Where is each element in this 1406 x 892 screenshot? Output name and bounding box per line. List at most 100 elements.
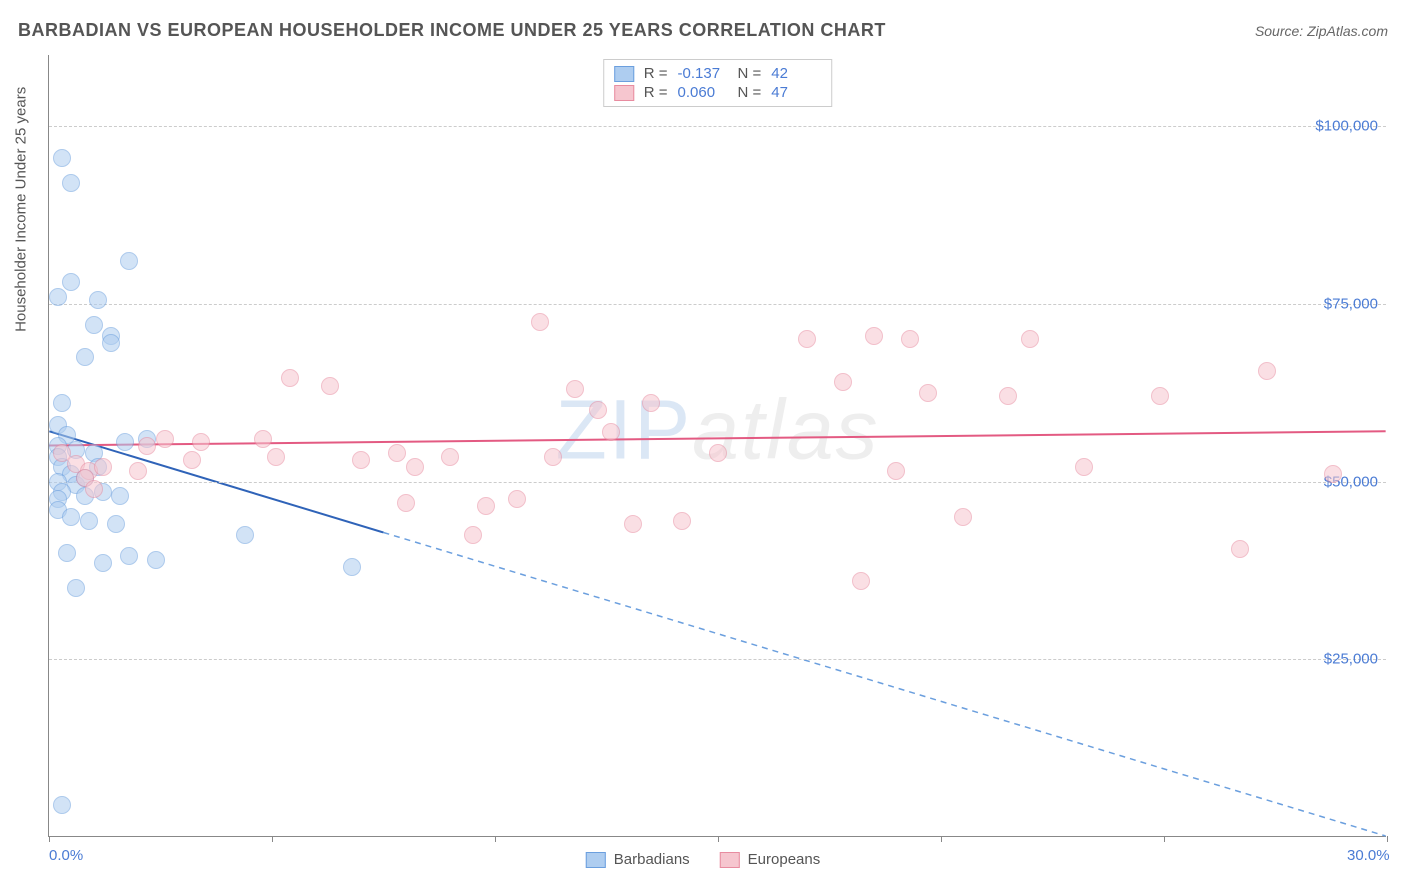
data-point xyxy=(901,330,919,348)
data-point xyxy=(954,508,972,526)
stat-r-label: R = xyxy=(644,65,668,82)
data-point xyxy=(192,433,210,451)
data-point xyxy=(321,377,339,395)
data-point xyxy=(53,796,71,814)
grid-line xyxy=(49,482,1386,483)
data-point xyxy=(406,458,424,476)
data-point xyxy=(464,526,482,544)
y-tick-label: $100,000 xyxy=(1315,118,1378,135)
stat-row: R = 0.060 N = 47 xyxy=(614,83,822,102)
data-point xyxy=(1258,362,1276,380)
data-point xyxy=(919,384,937,402)
legend-label: Europeans xyxy=(748,851,821,868)
legend-item: Barbadians xyxy=(586,851,690,868)
grid-line xyxy=(49,126,1386,127)
x-tick-label: 0.0% xyxy=(49,847,83,864)
header: BARBADIAN VS EUROPEAN HOUSEHOLDER INCOME… xyxy=(18,20,1388,41)
grid-line xyxy=(49,304,1386,305)
data-point xyxy=(62,508,80,526)
data-point xyxy=(477,497,495,515)
x-tick-label: 30.0% xyxy=(1347,847,1390,864)
x-tick xyxy=(1164,836,1165,842)
stat-r-value: -0.137 xyxy=(678,65,728,82)
chart-container: BARBADIAN VS EUROPEAN HOUSEHOLDER INCOME… xyxy=(0,0,1406,892)
data-point xyxy=(1075,458,1093,476)
data-point xyxy=(58,544,76,562)
data-point xyxy=(544,448,562,466)
data-point xyxy=(53,149,71,167)
legend-swatch xyxy=(614,66,634,82)
data-point xyxy=(709,444,727,462)
data-point xyxy=(236,526,254,544)
data-point xyxy=(120,252,138,270)
plot-area: Householder Income Under 25 years ZIPatl… xyxy=(48,55,1386,837)
x-tick xyxy=(718,836,719,842)
data-point xyxy=(397,494,415,512)
data-point xyxy=(85,316,103,334)
stat-legend: R = -0.137 N = 42 R = 0.060 N = 47 xyxy=(603,59,833,107)
legend-label: Barbadians xyxy=(614,851,690,868)
stat-r-value: 0.060 xyxy=(678,84,728,101)
y-axis-title: Householder Income Under 25 years xyxy=(13,86,30,331)
data-point xyxy=(85,480,103,498)
data-point xyxy=(798,330,816,348)
legend-swatch xyxy=(614,85,634,101)
data-point xyxy=(67,579,85,597)
data-point xyxy=(673,512,691,530)
data-point xyxy=(156,430,174,448)
stat-n-label: N = xyxy=(738,84,762,101)
y-tick-label: $25,000 xyxy=(1324,651,1378,668)
data-point xyxy=(281,369,299,387)
data-point xyxy=(183,451,201,469)
stat-row: R = -0.137 N = 42 xyxy=(614,64,822,83)
data-point xyxy=(102,334,120,352)
data-point xyxy=(642,394,660,412)
data-point xyxy=(566,380,584,398)
data-point xyxy=(254,430,272,448)
data-point xyxy=(343,558,361,576)
data-point xyxy=(388,444,406,462)
data-point xyxy=(53,394,71,412)
data-point xyxy=(1324,465,1342,483)
grid-line xyxy=(49,659,1386,660)
watermark-part2: atlas xyxy=(692,382,879,476)
data-point xyxy=(1151,387,1169,405)
x-tick xyxy=(272,836,273,842)
legend-swatch xyxy=(720,852,740,868)
data-point xyxy=(267,448,285,466)
data-point xyxy=(834,373,852,391)
data-point xyxy=(441,448,459,466)
data-point xyxy=(852,572,870,590)
legend-item: Europeans xyxy=(720,851,821,868)
data-point xyxy=(107,515,125,533)
data-point xyxy=(1231,540,1249,558)
chart-title: BARBADIAN VS EUROPEAN HOUSEHOLDER INCOME… xyxy=(18,20,886,41)
stat-n-value: 42 xyxy=(771,65,821,82)
data-point xyxy=(62,273,80,291)
x-tick xyxy=(941,836,942,842)
data-point xyxy=(508,490,526,508)
data-point xyxy=(76,348,94,366)
data-point xyxy=(352,451,370,469)
stat-r-label: R = xyxy=(644,84,668,101)
source-label: Source: ZipAtlas.com xyxy=(1255,23,1388,39)
data-point xyxy=(531,313,549,331)
data-point xyxy=(120,547,138,565)
data-point xyxy=(89,291,107,309)
data-point xyxy=(116,433,134,451)
data-point xyxy=(147,551,165,569)
data-point xyxy=(624,515,642,533)
legend-swatch xyxy=(586,852,606,868)
data-point xyxy=(589,401,607,419)
stat-n-value: 47 xyxy=(771,84,821,101)
data-point xyxy=(138,437,156,455)
x-tick xyxy=(49,836,50,842)
data-point xyxy=(94,554,112,572)
stat-n-label: N = xyxy=(738,65,762,82)
data-point xyxy=(887,462,905,480)
data-point xyxy=(80,512,98,530)
data-point xyxy=(111,487,129,505)
data-point xyxy=(1021,330,1039,348)
data-point xyxy=(602,423,620,441)
data-point xyxy=(49,288,67,306)
